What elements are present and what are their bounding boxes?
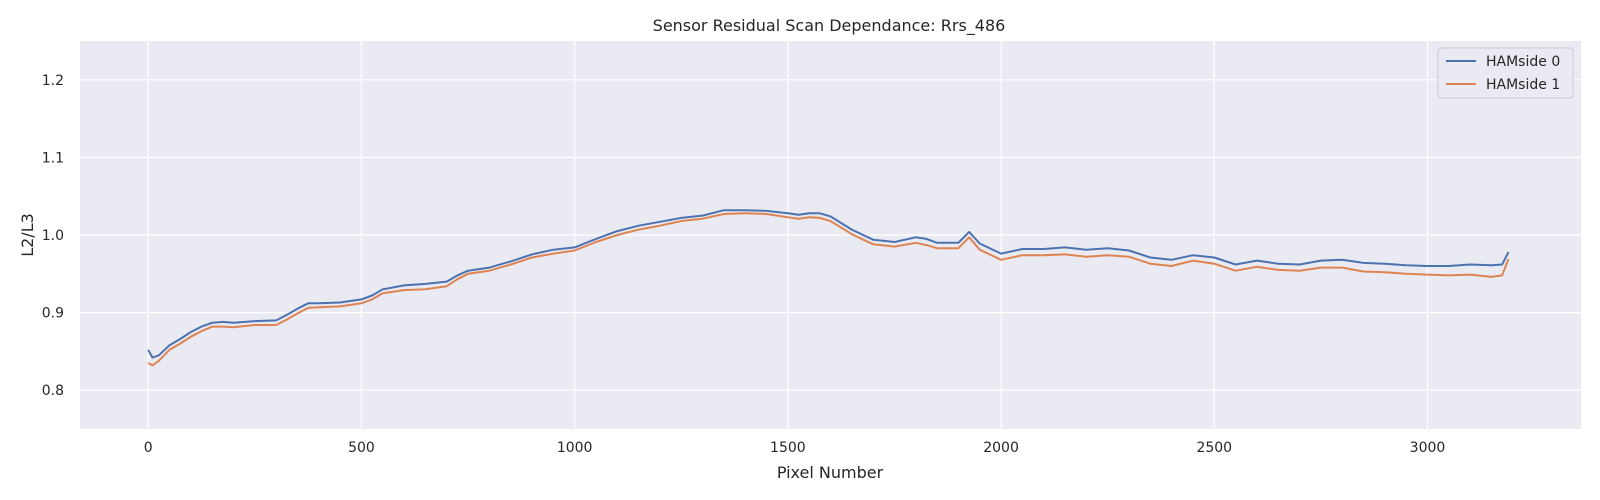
y-tick-label: 0.8 <box>42 383 64 399</box>
series-line-hamside-0 <box>147 209 1510 359</box>
y-axis-title: L2/L3 <box>18 213 37 257</box>
x-tick-label: 500 <box>348 440 375 456</box>
chart-title: Sensor Residual Scan Dependance: Rrs_486 <box>653 16 1006 36</box>
series-line-hamside-1 <box>147 212 1510 367</box>
x-axis-title: Pixel Number <box>777 463 884 482</box>
series-lines <box>147 209 1510 367</box>
y-tick-label: 0.9 <box>42 306 64 322</box>
legend-label-hamside-1: HAMside 1 <box>1486 77 1560 93</box>
x-tick-label: 2500 <box>1196 440 1232 456</box>
legend-label-hamside-0: HAMside 0 <box>1486 54 1560 70</box>
x-tick-label: 3000 <box>1410 440 1446 456</box>
grid-lines <box>80 41 1581 429</box>
x-tick-label: 0 <box>144 440 153 456</box>
y-tick-label: 1.2 <box>42 73 64 89</box>
tick-labels: 0 500 1000 1500 2000 2500 3000 0.8 0.9 1.0 1.1 1.2 <box>42 73 1446 456</box>
y-tick-label: 1.1 <box>42 150 64 166</box>
x-tick-label: 2000 <box>983 440 1019 456</box>
x-tick-label: 1000 <box>557 440 593 456</box>
x-tick-label: 1500 <box>770 440 806 456</box>
legend: HAMside 0 HAMside 1 <box>1437 47 1574 99</box>
y-tick-label: 1.0 <box>42 228 64 244</box>
